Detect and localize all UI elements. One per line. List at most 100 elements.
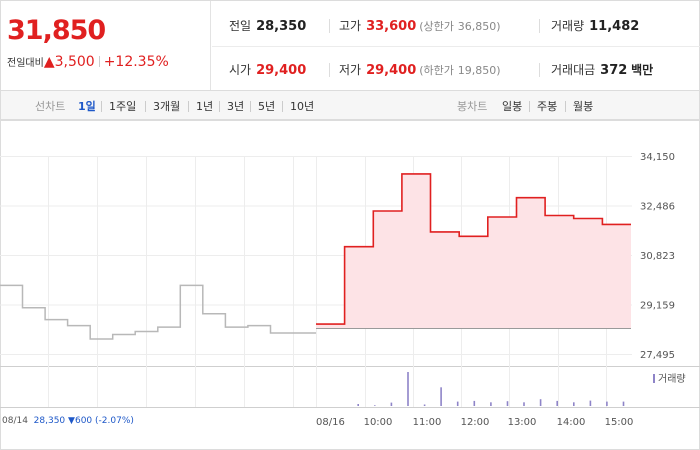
- prev-close-stat: 전일 28,350: [229, 17, 306, 34]
- y-tick-label: 27,495: [640, 350, 675, 361]
- volume-bar: [556, 400, 558, 406]
- volume-bar: [589, 400, 592, 406]
- low-stat: 저가 29,400 (하한가 19,850): [339, 61, 501, 78]
- volume-bar: [539, 399, 542, 406]
- period-1y[interactable]: 1년: [196, 100, 214, 113]
- hover-price: 28,350: [33, 416, 66, 426]
- candle-chart-label: 봉차트: [457, 100, 488, 113]
- period-selector-bar: 선차트 1일 1주일 3개월 1년 3년 5년 10년 봉차트 일봉 주봉 월봉: [0, 90, 700, 120]
- amount-value: 372: [600, 63, 628, 78]
- amount-label: 거래대금: [551, 63, 596, 77]
- volume-bar: [490, 402, 492, 406]
- divider: [145, 101, 146, 112]
- volume-bar: [606, 401, 608, 406]
- volume-stat: 거래량 11,482: [551, 17, 639, 34]
- divider: [98, 56, 100, 67]
- period-3m[interactable]: 3개월: [153, 100, 181, 113]
- hover-change: 600: [74, 416, 93, 426]
- y-tick-label: 34,150: [640, 152, 675, 163]
- volume-bar: [440, 387, 442, 406]
- volume-bar: [473, 400, 476, 406]
- candle-daily[interactable]: 일봉: [502, 100, 523, 113]
- chart-canvas: 34,150 32,486 30,823 29,159 27,495 거래량 08/16 10…: [0, 120, 700, 450]
- x-tick-label: 13:00: [508, 417, 537, 428]
- volume-bar: [573, 402, 575, 406]
- low-value: 29,400: [366, 63, 417, 78]
- divider: [529, 101, 530, 112]
- x-tick-label: 15:00: [605, 417, 634, 428]
- x-tick-label: 12:00: [461, 417, 490, 428]
- volume-legend-label: 거래량: [658, 373, 686, 385]
- line-chart-label: 선차트: [35, 100, 66, 113]
- prev-close-label: 전일: [229, 19, 252, 33]
- high-value: 33,600: [366, 19, 417, 34]
- candle-monthly[interactable]: 월봉: [573, 100, 594, 113]
- volume-label: 거래량: [551, 19, 585, 33]
- hover-info: 08/14 28,350 ▼600 (-2.07%): [2, 416, 134, 426]
- lower-limit-value: 19,850): [457, 64, 501, 77]
- upper-limit-label: (상한가: [419, 20, 454, 33]
- volume-legend-swatch: [653, 374, 655, 383]
- open-label: 시가: [229, 63, 252, 77]
- candle-weekly[interactable]: 주봉: [537, 100, 558, 113]
- divider: [329, 63, 330, 77]
- hover-percent: (-2.07%): [95, 416, 134, 426]
- divider: [329, 19, 330, 33]
- series-line-today: [316, 173, 631, 325]
- change-percent: +12.35%: [103, 54, 169, 70]
- hover-date: 08/14: [2, 416, 28, 426]
- series-area-today: [316, 173, 631, 329]
- volume-bar: [456, 401, 459, 406]
- series-line-previous: [0, 284, 316, 340]
- x-tick-label: 14:00: [557, 417, 586, 428]
- period-10y[interactable]: 10년: [290, 100, 315, 113]
- change-amount: 3,500: [54, 54, 95, 70]
- volume-bar: [374, 405, 376, 406]
- price-summary: 31,850 전일대비▲3,500 +12.35% 전일 28,350 고가 33,6…: [0, 0, 700, 91]
- volume-bar: [423, 404, 426, 406]
- volume-bar: [506, 401, 509, 406]
- up-arrow-icon: ▲: [43, 54, 55, 70]
- price-change: 전일대비▲3,500 +12.35%: [7, 54, 169, 70]
- divider: [565, 101, 566, 112]
- volume-value: 11,482: [589, 19, 640, 34]
- open-value: 29,400: [256, 63, 307, 78]
- divider: [188, 101, 189, 112]
- lower-limit-label: (하한가: [419, 64, 454, 77]
- y-tick-label: 29,159: [640, 301, 675, 312]
- y-tick-label: 30,823: [640, 251, 675, 262]
- amount-unit: 백만: [631, 63, 654, 77]
- high-stat: 고가 33,600 (상한가 36,850): [339, 17, 501, 34]
- x-tick-label: 10:00: [364, 417, 393, 428]
- low-label: 저가: [339, 63, 362, 77]
- period-5y[interactable]: 5년: [258, 100, 276, 113]
- x-tick-label: 11:00: [413, 417, 442, 428]
- divider: [250, 101, 251, 112]
- open-stat: 시가 29,400: [229, 61, 306, 78]
- price-chart: 34,150 32,486 30,823 29,159 27,495 거래량 08/16 10…: [0, 120, 700, 450]
- change-label: 전일대비: [7, 58, 44, 69]
- volume-bar: [622, 401, 625, 406]
- prev-close-value: 28,350: [256, 19, 307, 34]
- x-tick-label: 08/16: [316, 417, 345, 428]
- upper-limit-value: 36,850): [457, 20, 501, 33]
- amount-stat: 거래대금 372 백만: [551, 61, 653, 78]
- current-price-box: 31,850 전일대비▲3,500 +12.35%: [1, 1, 211, 91]
- divider: [101, 101, 102, 112]
- divider: [219, 101, 220, 112]
- period-1d[interactable]: 1일: [78, 100, 96, 113]
- high-label: 고가: [339, 19, 362, 33]
- y-tick-label: 32,486: [640, 202, 675, 213]
- divider: [539, 19, 540, 33]
- volume-bar: [357, 404, 359, 406]
- down-arrow-icon: ▼: [68, 416, 75, 426]
- volume-bar: [390, 402, 393, 406]
- period-1w[interactable]: 1주일: [109, 100, 137, 113]
- volume-bar: [407, 372, 409, 406]
- volume-bar: [523, 402, 525, 406]
- current-price: 31,850: [7, 15, 106, 46]
- divider: [212, 46, 700, 47]
- divider: [282, 101, 283, 112]
- period-3y[interactable]: 3년: [227, 100, 245, 113]
- divider: [539, 63, 540, 77]
